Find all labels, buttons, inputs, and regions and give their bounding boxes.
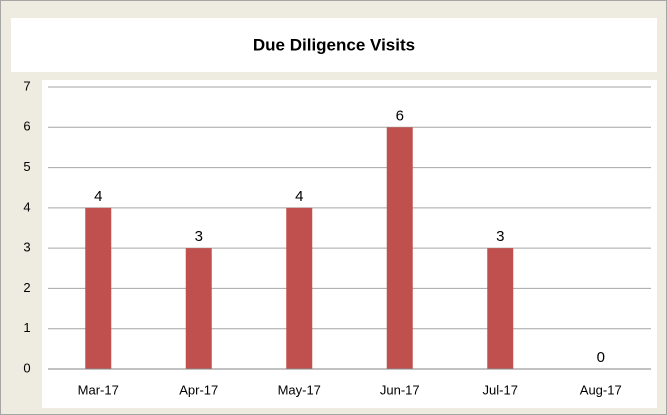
- bar: [386, 127, 413, 370]
- data-label: 0: [597, 349, 605, 366]
- y-tick-label: 7: [23, 78, 30, 93]
- bar: [85, 207, 112, 369]
- data-label: 3: [496, 228, 504, 245]
- x-tick-label: Mar-17: [78, 382, 119, 397]
- y-tick-label: 1: [23, 320, 30, 335]
- y-tick-label: 5: [23, 159, 30, 174]
- bar: [185, 248, 212, 369]
- y-tick-label: 3: [23, 240, 30, 255]
- y-tick-label: 0: [23, 360, 30, 375]
- data-label: 3: [195, 228, 203, 245]
- data-label: 4: [295, 188, 303, 205]
- x-tick-label: May-17: [278, 382, 321, 397]
- y-tick-label: 6: [23, 119, 30, 134]
- title-area: [11, 18, 657, 72]
- bar: [286, 207, 313, 369]
- y-tick-label: 2: [23, 280, 30, 295]
- plot-area: [42, 80, 657, 408]
- data-label: 4: [94, 188, 102, 205]
- y-tick-label: 4: [23, 199, 30, 214]
- x-tick-label: Apr-17: [179, 382, 218, 397]
- data-label: 6: [396, 107, 404, 124]
- bar: [487, 248, 514, 369]
- x-tick-label: Aug-17: [580, 382, 622, 397]
- x-tick-label: Jul-17: [483, 382, 518, 397]
- chart-title: Due Diligence Visits: [253, 35, 415, 54]
- x-tick-label: Jun-17: [380, 382, 420, 397]
